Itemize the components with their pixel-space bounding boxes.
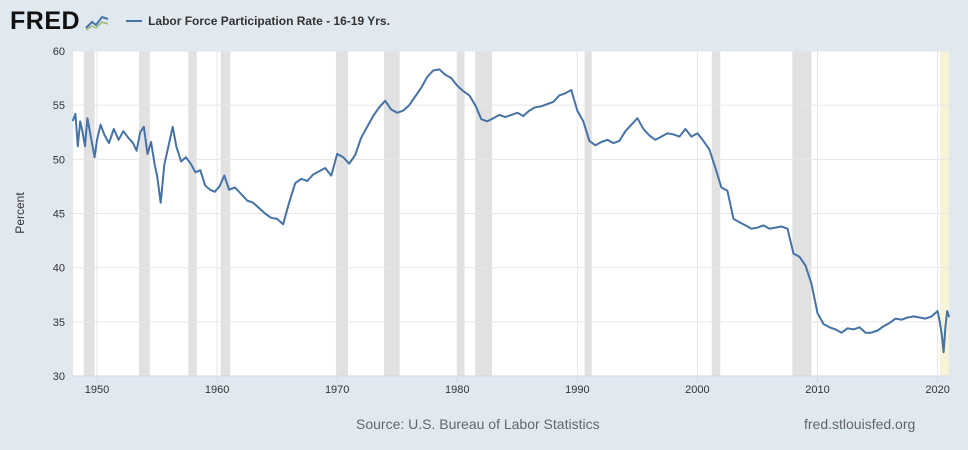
y-tick-label: 55	[53, 100, 65, 112]
site-link[interactable]: fred.stlouisfed.org	[804, 416, 916, 432]
x-tick-label: 2000	[685, 384, 709, 396]
series-line	[72, 68, 950, 354]
source-note: Source: U.S. Bureau of Labor Statistics	[356, 416, 600, 432]
x-tick-label: 1990	[565, 384, 589, 396]
y-tick-label: 40	[53, 263, 65, 275]
y-tick-label: 60	[53, 46, 65, 58]
legend-label: Labor Force Participation Rate - 16-19 Y…	[148, 14, 390, 28]
x-axis-ticks: 1950 1960 1970 1980 1990 2000 2010 2020	[85, 376, 950, 396]
line-chart-icon	[84, 11, 111, 31]
fred-logo[interactable]: FRED	[10, 7, 81, 35]
legend-swatch	[126, 20, 143, 22]
y-tick-label: 30	[53, 371, 65, 383]
y-axis-title: Percent	[13, 192, 27, 234]
x-tick-label: 2010	[805, 384, 829, 396]
x-tick-label: 1980	[445, 384, 469, 396]
y-tick-label: 35	[53, 317, 65, 329]
y-tick-label: 50	[53, 154, 65, 166]
x-tick-label: 2020	[925, 384, 949, 396]
chart-header: FRED Labor Force Participation Rate - 16…	[10, 7, 390, 35]
y-axis-ticks: 30 35 40 45 50 55 60	[53, 46, 65, 383]
series-layer	[72, 68, 950, 354]
y-tick-label: 45	[53, 209, 65, 221]
legend-entry: Labor Force Participation Rate - 16-19 Y…	[126, 14, 390, 28]
x-tick-label: 1970	[325, 384, 349, 396]
x-tick-label: 1960	[205, 384, 229, 396]
x-tick-label: 1950	[85, 384, 109, 396]
gridlines	[73, 50, 949, 377]
